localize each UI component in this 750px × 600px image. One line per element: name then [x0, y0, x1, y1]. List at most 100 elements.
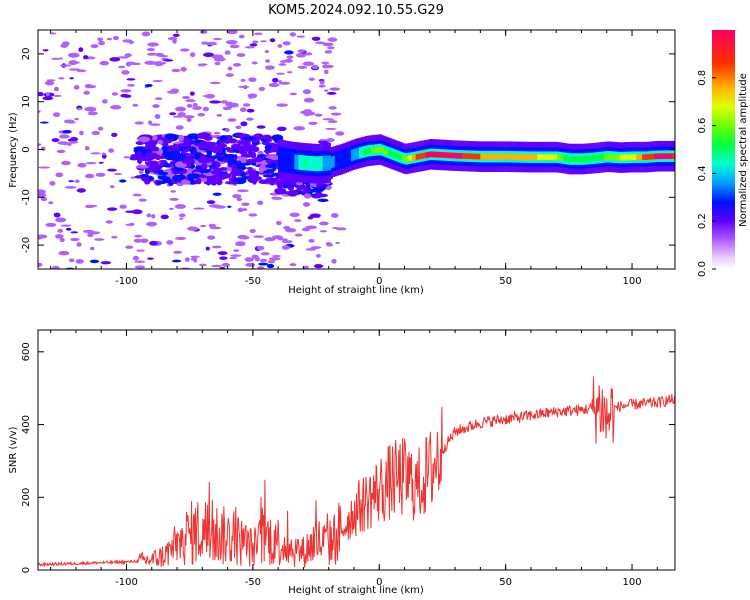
heatmap-ridge-cell [330, 159, 333, 166]
heatmap-speckle [201, 41, 209, 45]
heatmap-speckle [64, 185, 77, 189]
snr-ylabel: SNR (v/v) [8, 426, 19, 473]
heatmap-ridge-cell [359, 150, 362, 156]
heatmap-speckle [264, 65, 275, 70]
heatmap-cloud [206, 150, 213, 156]
heatmap-cloud [235, 168, 240, 175]
spectrogram-xtick-label: 100 [622, 276, 641, 287]
heatmap-cloud [148, 176, 154, 180]
heatmap-ridge-cell [417, 153, 420, 160]
heatmap-ridge-cell [516, 154, 519, 160]
heatmap-speckle [53, 212, 61, 218]
heatmap-speckle [277, 44, 283, 48]
heatmap-ridge-cell [660, 153, 663, 160]
heatmap-speckle [87, 232, 94, 238]
heatmap-speckle [79, 130, 84, 136]
heatmap-speckle [244, 46, 255, 49]
heatmap-speckle [91, 130, 101, 136]
heatmap-ridge-cell [605, 153, 608, 160]
heatmap-ridge-cell [496, 153, 499, 160]
heatmap-cloud [144, 179, 151, 185]
heatmap-cloud [257, 150, 264, 155]
heatmap-cloud [241, 153, 254, 158]
heatmap-speckle [227, 205, 232, 208]
heatmap-speckle [134, 265, 145, 269]
heatmap-speckle [170, 190, 177, 193]
heatmap-cloud [213, 167, 220, 171]
heatmap-speckle [171, 68, 181, 73]
heatmap-speckle [235, 241, 246, 247]
heatmap-speckle [53, 86, 60, 92]
heatmap-ridge-cell [581, 156, 584, 162]
heatmap-ridge-cell [320, 159, 323, 168]
heatmap-speckle [84, 106, 97, 112]
heatmap-speckle [330, 212, 339, 218]
heatmap-ridge-cell [500, 153, 503, 160]
heatmap-speckle [271, 196, 279, 200]
snr-ytick-label: 0 [21, 567, 32, 573]
heatmap-cloud [157, 139, 163, 145]
heatmap-speckle [297, 65, 308, 69]
heatmap-speckle [125, 245, 134, 249]
heatmap-cloud [264, 144, 272, 151]
heatmap-speckle [95, 172, 106, 177]
heatmap-ridge-cell [480, 153, 483, 160]
heatmap-ridge-cell [348, 153, 352, 160]
heatmap-speckle [147, 52, 157, 56]
heatmap-cloud [199, 168, 212, 174]
heatmap-ridge-cell [318, 159, 321, 168]
heatmap-speckle [304, 113, 310, 117]
heatmap-speckle [84, 83, 93, 89]
heatmap-speckle [38, 91, 44, 97]
heatmap-speckle [269, 38, 276, 43]
heatmap-speckle [117, 56, 130, 59]
heatmap-speckle [55, 172, 64, 178]
heatmap-speckle [57, 141, 69, 145]
heatmap-speckle [293, 219, 302, 222]
heatmap-speckle [109, 185, 115, 189]
heatmap-speckle [84, 146, 90, 151]
heatmap-cloud [247, 176, 259, 184]
heatmap-speckle [163, 59, 174, 62]
heatmap-speckle [146, 213, 152, 218]
heatmap-cloud [269, 179, 276, 186]
heatmap-speckle [323, 69, 329, 75]
heatmap-speckle [327, 46, 335, 50]
heatmap-ridge-cell [528, 154, 532, 160]
heatmap-speckle [70, 231, 79, 234]
heatmap-cloud [287, 189, 299, 197]
colorbar-tick-label: 0.2 [697, 213, 708, 229]
heatmap-speckle [212, 192, 222, 196]
heatmap-ridge-cell [336, 157, 339, 164]
heatmap-speckle [325, 242, 332, 245]
heatmap-cloud [197, 132, 210, 140]
heatmap-ridge-cell [375, 147, 378, 153]
heatmap-speckle [174, 106, 187, 112]
heatmap-speckle [141, 31, 151, 37]
heatmap-ridge-cell [636, 154, 639, 161]
heatmap-cloud [171, 156, 183, 162]
heatmap-cloud [186, 163, 192, 168]
heatmap-speckle [147, 42, 159, 47]
heatmap-cloud [295, 181, 303, 186]
heatmap-speckle [90, 246, 95, 251]
heatmap-ridge-cell [526, 154, 530, 160]
heatmap-speckle [330, 112, 342, 116]
heatmap-ridge-cell [514, 153, 517, 160]
snr-ytick-label: 400 [21, 415, 32, 434]
heatmap-speckle [134, 260, 146, 263]
heatmap-speckle [303, 97, 315, 103]
heatmap-speckle [38, 166, 51, 169]
heatmap-ridge-cell [543, 154, 546, 161]
heatmap-speckle [52, 112, 61, 118]
heatmap-speckle [63, 119, 75, 124]
heatmap-ridge-cell [613, 154, 617, 161]
heatmap-speckle [319, 138, 327, 142]
heatmap-ridge-cell [619, 154, 623, 161]
heatmap-ridge-cell [607, 153, 610, 160]
heatmap-ridge-cell [316, 160, 319, 168]
heatmap-ridge-cell [443, 152, 447, 158]
heatmap-ridge-cell [377, 146, 380, 153]
heatmap-speckle [278, 63, 287, 66]
heatmap-speckle [238, 34, 245, 39]
